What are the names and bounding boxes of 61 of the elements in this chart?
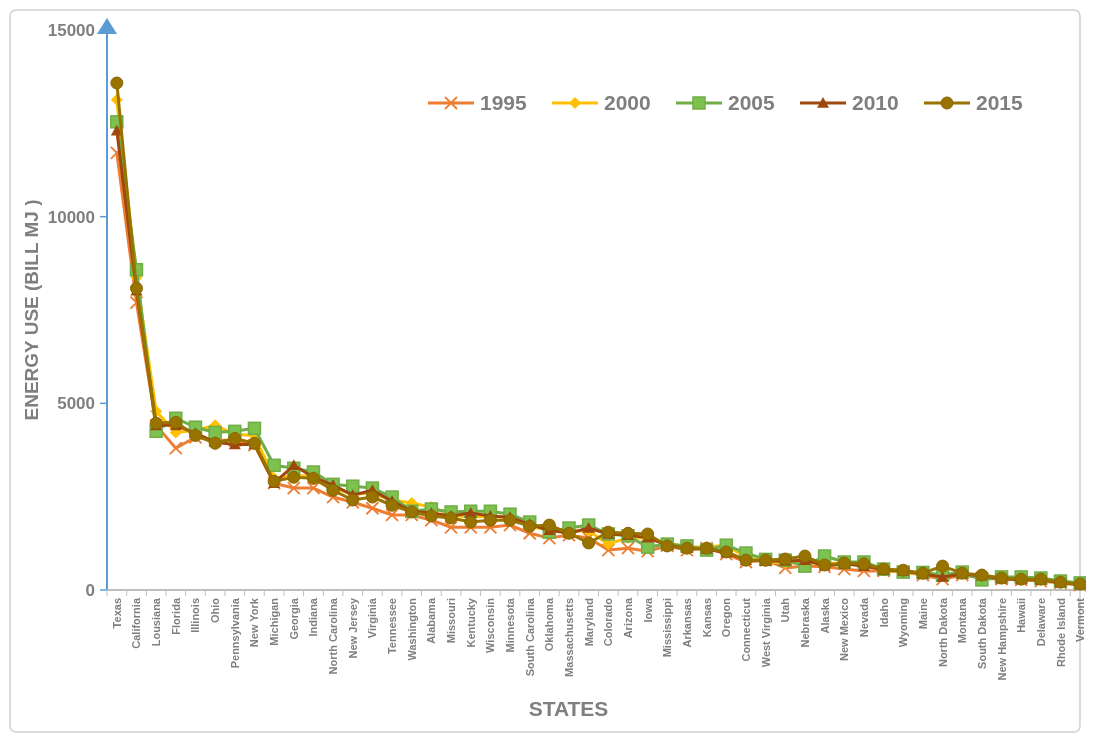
x-tick-label: Wisconsin	[484, 597, 497, 653]
x-tick-label: Iowa	[641, 597, 654, 623]
x-tick-label: Michigan	[268, 597, 281, 646]
y-tick-label: 10000	[47, 207, 95, 227]
x-tick-label: North Carolina	[327, 597, 340, 675]
x-tick-label: Tennessee	[386, 598, 399, 655]
y-tick-label: 0	[85, 580, 95, 600]
x-tick-label: Pennsylvania	[228, 597, 241, 669]
x-tick-label: Kansas	[700, 598, 713, 638]
x-tick-label: Lousiana	[150, 597, 163, 647]
x-tick-label: Utah	[779, 597, 792, 623]
x-tick-label: Colorado	[602, 597, 615, 647]
x-tick-label: Montana	[956, 597, 969, 644]
x-tick-label: Alaska	[818, 597, 831, 634]
x-tick-label: Arkansas	[680, 598, 693, 648]
x-tick-label: South Carolina	[523, 597, 536, 677]
x-tick-label: Georgia	[287, 597, 300, 640]
x-tick-label: Delaware	[1034, 598, 1047, 647]
x-tick-label: Virginia	[366, 597, 379, 639]
x-tick-label: Maine	[916, 598, 929, 630]
x-tick-label: Arizona	[621, 597, 634, 639]
x-tick-label: California	[130, 597, 143, 649]
x-tick-label: Kentucky	[464, 597, 477, 648]
x-tick-label: Indiana	[307, 597, 320, 637]
x-tick-label: West Virginia	[759, 597, 772, 668]
x-tick-label: Florida	[169, 597, 182, 635]
legend-label: 2000	[604, 91, 651, 115]
x-tick-label: Oklahoma	[543, 597, 556, 652]
x-tick-label: New Hampshire	[995, 598, 1008, 681]
x-tick-label: Connecticut	[739, 597, 752, 662]
x-tick-label: Minnesota	[504, 597, 517, 653]
x-tick-label: Missouri	[445, 598, 458, 644]
x-tick-label: Maryland	[582, 598, 595, 647]
x-tick-label: New Mexico	[838, 597, 851, 661]
x-tick-label: Mississippi	[661, 598, 674, 658]
x-tick-label: New York	[248, 597, 261, 648]
x-tick-label: South Dakota	[975, 597, 988, 669]
x-tick-label: Ohio	[209, 597, 222, 624]
legend-label: 2015	[976, 91, 1024, 115]
legend-label: 2010	[852, 91, 899, 115]
x-tick-label: Massachusetts	[563, 598, 576, 677]
legend-label: 2005	[728, 91, 776, 115]
x-tick-label: Illinois	[189, 598, 202, 633]
x-tick-label: Texas	[110, 598, 123, 629]
y-tick-label: 5000	[57, 394, 95, 414]
y-axis-title: ENERGY USE (BILL MJ )	[21, 199, 42, 421]
x-tick-label: Nevada	[857, 597, 870, 638]
x-tick-label: Oregon	[720, 597, 733, 638]
x-tick-label: Nebraska	[798, 597, 811, 648]
y-tick-label: 15000	[47, 20, 95, 40]
x-axis-title: STATES	[528, 697, 609, 720]
x-tick-label: Rhode Island	[1054, 598, 1067, 668]
x-tick-label: Washington	[405, 597, 418, 661]
x-tick-label: New Jersey	[346, 597, 359, 659]
x-tick-label: Idaho	[877, 597, 890, 628]
x-tick-label: Alabama	[425, 597, 438, 644]
x-tick-label: Hawaii	[1015, 598, 1028, 633]
x-tick-label: North Dakota	[936, 597, 949, 668]
x-tick-label: Wyoming	[897, 598, 910, 648]
legend-label: 1995	[480, 91, 528, 115]
x-tick-label: Vermont	[1074, 597, 1087, 643]
